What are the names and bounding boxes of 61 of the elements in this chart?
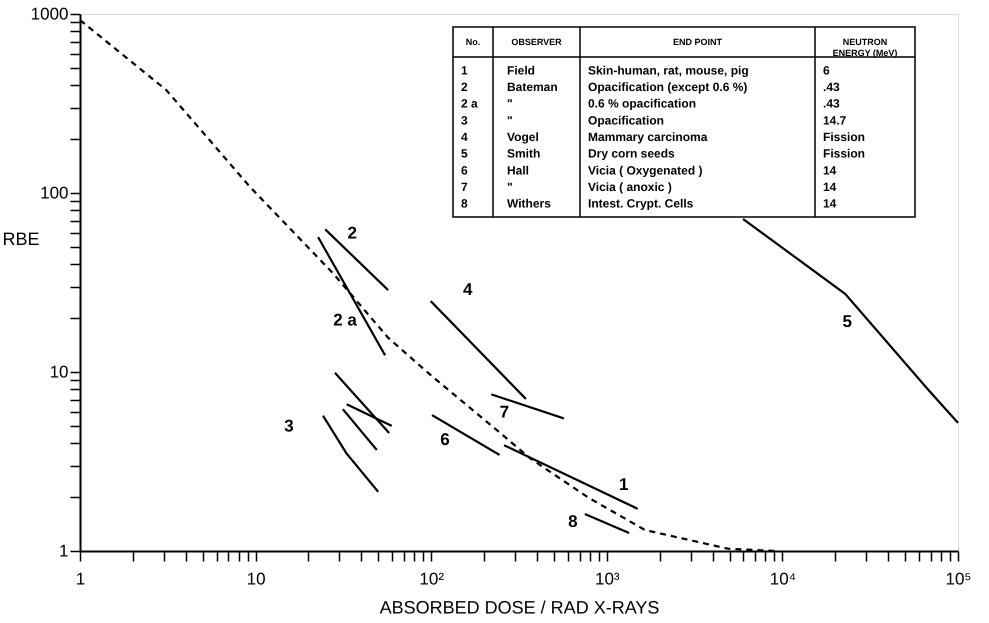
annotation: 1 — [461, 63, 468, 78]
series-label: 4 — [463, 280, 474, 300]
annotation: 6 — [461, 163, 468, 178]
y-axis-title: RBE — [2, 229, 40, 250]
annotation: 2 — [461, 80, 468, 94]
x-tick-label: 10⁴ — [770, 570, 796, 588]
x-axis-title: ABSORBED DOSE / RAD X-RAYS — [380, 598, 660, 618]
annotation: Fission — [823, 146, 866, 161]
series-label: 8 — [568, 512, 578, 531]
annotation: 2 a — [461, 96, 478, 111]
annotation: Mammary carcinoma — [588, 130, 708, 144]
annotation: 5 — [461, 146, 468, 161]
annotation: END POINT — [672, 37, 722, 47]
annotation: " — [507, 96, 513, 111]
annotation: Vicia ( Oxygenated ) — [588, 163, 702, 178]
series-label: 2 a — [333, 310, 358, 330]
annotation: " — [507, 180, 513, 194]
y-tick-label: 1000 — [30, 4, 68, 24]
annotation: Vicia ( anoxic ) — [588, 180, 672, 194]
x-tick-label: 10⁵ — [946, 570, 972, 588]
series-label: 6 — [440, 430, 450, 450]
annotation: Smith — [507, 146, 540, 161]
y-tick-label: 100 — [40, 184, 68, 202]
annotation: Fission — [823, 130, 866, 144]
annotation: 14 — [823, 180, 837, 194]
annotation: Withers — [507, 196, 552, 211]
annotation: 0.6 % opacification — [588, 96, 696, 111]
annotation: Intest. Crypt. Cells — [588, 196, 694, 211]
annotation: .43 — [823, 96, 840, 111]
x-tick-label: 1 — [76, 570, 86, 588]
annotation: Hall — [507, 163, 530, 178]
annotation: 14 — [823, 163, 837, 178]
x-tick-label: 10 — [246, 570, 266, 588]
annotation: 14.7 — [823, 113, 847, 128]
annotation: Dry corn seeds — [588, 146, 676, 161]
annotation: NEUTRON ENERGY (MeV) — [832, 37, 898, 58]
series-label: 3 — [284, 416, 294, 436]
annotation: OBSERVER — [511, 37, 562, 47]
annotation: Field — [507, 63, 536, 78]
annotation: 7 — [461, 180, 468, 194]
x-tick-label: 10² — [419, 570, 444, 588]
annotation: No. — [466, 37, 480, 47]
x-tick-label: 10³ — [595, 570, 620, 588]
annotation: Vogel — [507, 130, 539, 144]
series-label: 2 — [347, 223, 357, 242]
annotation: Bateman — [507, 80, 558, 94]
annotation: 6 — [823, 63, 830, 78]
annotation: .43 — [823, 80, 840, 94]
y-tick-label: 10 — [50, 362, 68, 382]
annotation: 14 — [823, 196, 837, 211]
y-tick-label: 1 — [59, 542, 68, 560]
annotation: Opacification (except 0.6 %) — [588, 80, 748, 94]
series-label: 7 — [500, 402, 510, 422]
annotation: Skin-human, rat, mouse, pig — [588, 63, 749, 78]
annotation: 3 — [461, 113, 468, 128]
annotation: " — [507, 113, 513, 128]
annotation: 8 — [461, 196, 468, 211]
series-label: 1 — [618, 474, 628, 494]
annotation: Opacification — [588, 113, 664, 128]
series-label: 5 — [842, 312, 852, 331]
annotation: 4 — [461, 130, 468, 144]
